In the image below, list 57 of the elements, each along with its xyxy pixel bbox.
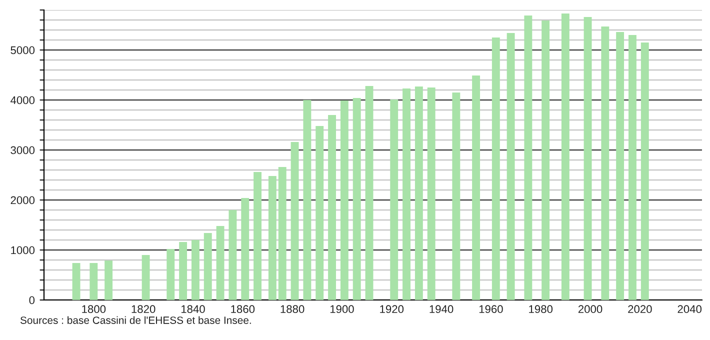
bar xyxy=(179,242,188,300)
y-tick-label: 2000 xyxy=(10,196,35,204)
x-tick-label: 1960 xyxy=(479,305,503,314)
bar xyxy=(427,88,436,300)
bar xyxy=(241,198,250,300)
x-tick-label: 2040 xyxy=(678,305,702,314)
x-tick-label: 1980 xyxy=(529,305,553,314)
bar xyxy=(414,86,423,300)
bar xyxy=(561,14,570,300)
y-tick-label: 5000 xyxy=(10,46,35,54)
bar xyxy=(268,176,276,300)
bar xyxy=(452,92,460,300)
y-tick-label: 1000 xyxy=(11,246,35,254)
source-note: Sources : base Cassini de l'EHESS et base Insee. xyxy=(20,316,251,324)
bar xyxy=(340,100,348,300)
bar xyxy=(290,142,299,300)
y-tick-label: 3000 xyxy=(10,146,35,154)
x-tick-label: 1880 xyxy=(280,305,304,314)
x-tick-label: 1920 xyxy=(380,305,404,314)
bar xyxy=(628,35,636,300)
x-tick-label: 1840 xyxy=(181,305,205,314)
bar xyxy=(640,42,649,300)
bar xyxy=(365,86,374,300)
bar xyxy=(142,255,150,300)
bar xyxy=(303,100,312,300)
x-tick-label: 2020 xyxy=(628,305,652,314)
x-tick-label: 1820 xyxy=(132,305,156,314)
bar xyxy=(492,38,500,300)
bar xyxy=(472,76,480,300)
bar xyxy=(402,88,410,300)
bar xyxy=(316,126,324,300)
bar xyxy=(584,17,592,300)
x-tick-label: 1860 xyxy=(231,305,255,314)
bar xyxy=(616,32,624,300)
bar xyxy=(204,233,212,300)
bar xyxy=(601,26,610,300)
bar xyxy=(166,249,175,300)
bar xyxy=(90,263,98,300)
x-tick-label: 1800 xyxy=(82,305,106,314)
bar xyxy=(542,20,550,300)
bar xyxy=(191,240,200,300)
bar xyxy=(228,210,237,300)
bar xyxy=(278,167,286,300)
x-tick-label: 1900 xyxy=(330,305,354,314)
bar xyxy=(352,98,361,300)
bar xyxy=(524,16,532,300)
y-tick-label: 4000 xyxy=(10,96,35,104)
bar xyxy=(216,226,224,300)
bar xyxy=(72,263,80,300)
y-tick-label: 0 xyxy=(29,296,35,304)
bar xyxy=(254,172,262,300)
bar xyxy=(506,33,515,300)
bar xyxy=(390,100,398,300)
bar xyxy=(328,115,336,300)
bar xyxy=(104,260,113,300)
x-tick-label: 1940 xyxy=(430,305,454,314)
x-tick-label: 2000 xyxy=(578,305,602,314)
